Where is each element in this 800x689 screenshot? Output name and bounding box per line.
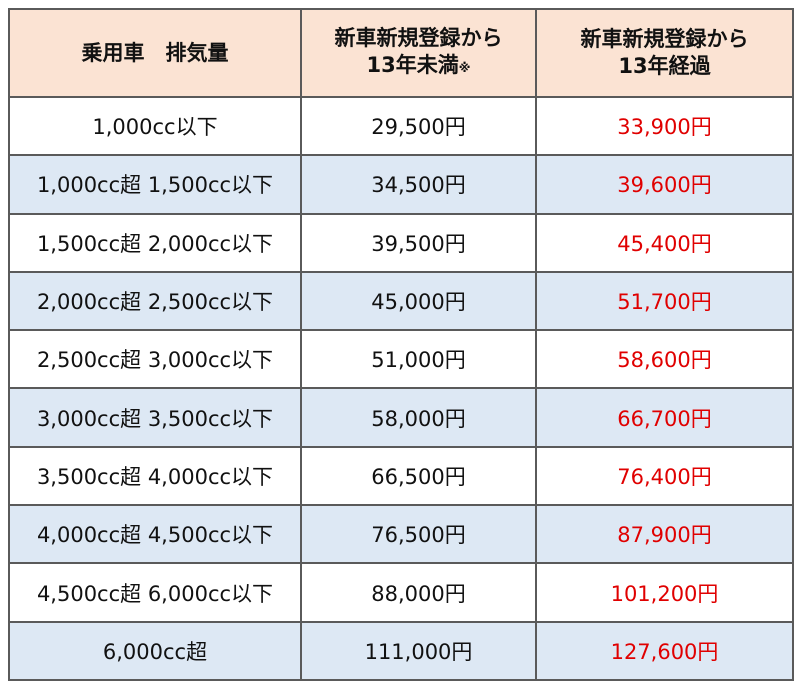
- header-text: 新車新規登録から: [580, 27, 749, 51]
- displacement-cell: 4,000cc超 4,500cc以下: [8, 504, 302, 565]
- displacement-cell: 4,500cc超 6,000cc以下: [8, 562, 302, 623]
- table-row: 4,500cc超 6,000cc以下 88,000円 101,200円: [8, 562, 794, 623]
- tax-under-13-cell: 66,500円: [300, 445, 537, 507]
- tax-over-13-cell: 39,600円: [535, 154, 794, 215]
- tax-table: 乗用車 排気量 新車新規登録から 13年未満※ 新車新規登録から 13年経過 1,0…: [8, 8, 794, 682]
- table-row: 1,000cc超 1,500cc以下 34,500円 39,600円: [8, 154, 794, 215]
- table-row: 1,000cc以下 29,500円 33,900円: [8, 95, 794, 157]
- tax-under-13-cell: 34,500円: [300, 154, 537, 215]
- tax-over-13-cell: 45,400円: [535, 212, 794, 273]
- header-cell: 新車新規登録から 13年未満※: [300, 8, 537, 98]
- tax-under-13-cell: 29,500円: [300, 95, 537, 157]
- displacement-cell: 6,000cc超: [8, 620, 302, 682]
- table-row: 1,500cc超 2,000cc以下 39,500円 45,400円: [8, 212, 794, 273]
- table-body: 1,000cc以下 29,500円 33,900円 1,000cc超 1,500cc以…: [8, 95, 794, 682]
- table-row: 3,000cc超 3,500cc以下 58,000円 66,700円: [8, 387, 794, 448]
- table-row: 2,500cc超 3,000cc以下 51,000円 58,600円: [8, 329, 794, 390]
- displacement-cell: 3,500cc超 4,000cc以下: [8, 445, 302, 507]
- header-note: ※: [458, 60, 471, 75]
- tax-over-13-cell: 101,200円: [535, 562, 794, 623]
- table-row: 4,000cc超 4,500cc以下 76,500円 87,900円: [8, 504, 794, 565]
- tax-over-13-cell: 127,600円: [535, 620, 794, 682]
- header-text: 13年経過: [618, 54, 711, 78]
- header-cell: 新車新規登録から 13年経過: [535, 8, 794, 98]
- tax-under-13-cell: 76,500円: [300, 504, 537, 565]
- displacement-cell: 2,500cc超 3,000cc以下: [8, 329, 302, 390]
- header-text: 新車新規登録から: [334, 25, 503, 50]
- header-text: 13年未満: [366, 52, 459, 77]
- header-cell: 乗用車 排気量: [8, 8, 302, 98]
- displacement-cell: 1,500cc超 2,000cc以下: [8, 212, 302, 273]
- displacement-cell: 2,000cc超 2,500cc以下: [8, 270, 302, 332]
- tax-over-13-cell: 51,700円: [535, 270, 794, 332]
- tax-over-13-cell: 58,600円: [535, 329, 794, 390]
- tax-over-13-cell: 66,700円: [535, 387, 794, 448]
- tax-over-13-cell: 33,900円: [535, 95, 794, 157]
- table-row: 2,000cc超 2,500cc以下 45,000円 51,700円: [8, 270, 794, 332]
- tax-under-13-cell: 51,000円: [300, 329, 537, 390]
- table-container: 乗用車 排気量 新車新規登録から 13年未満※ 新車新規登録から 13年経過 1,0…: [8, 8, 794, 682]
- tax-over-13-cell: 87,900円: [535, 504, 794, 565]
- header-text: 乗用車 排気量: [81, 40, 229, 65]
- tax-under-13-cell: 45,000円: [300, 270, 537, 332]
- displacement-cell: 1,000cc超 1,500cc以下: [8, 154, 302, 215]
- tax-under-13-cell: 88,000円: [300, 562, 537, 623]
- tax-under-13-cell: 111,000円: [300, 620, 537, 682]
- header-row: 乗用車 排気量 新車新規登録から 13年未満※ 新車新規登録から 13年経過: [8, 8, 794, 98]
- displacement-cell: 1,000cc以下: [8, 95, 302, 157]
- table-row: 6,000cc超 111,000円 127,600円: [8, 620, 794, 682]
- tax-over-13-cell: 76,400円: [535, 445, 794, 507]
- table-row: 3,500cc超 4,000cc以下 66,500円 76,400円: [8, 445, 794, 507]
- tax-under-13-cell: 39,500円: [300, 212, 537, 273]
- displacement-cell: 3,000cc超 3,500cc以下: [8, 387, 302, 448]
- tax-under-13-cell: 58,000円: [300, 387, 537, 448]
